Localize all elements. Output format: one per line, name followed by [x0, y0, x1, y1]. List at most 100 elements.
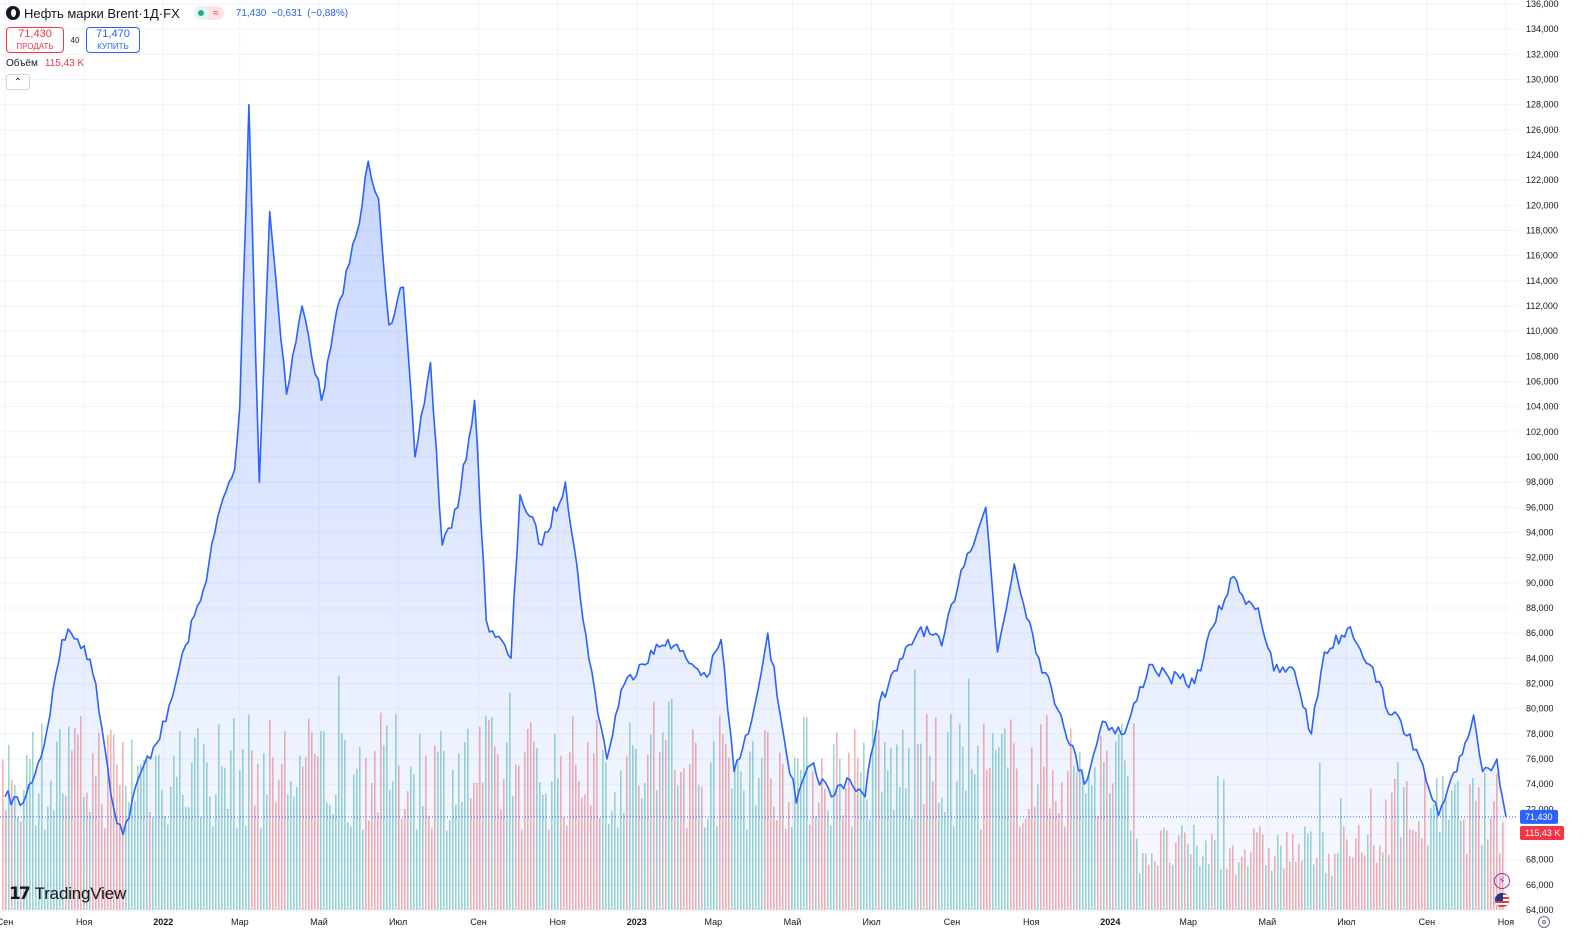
tradingview-logo[interactable]: 17 TradingView: [9, 884, 126, 904]
price-axis-tick: 84,000: [1526, 653, 1554, 663]
buy-label: КУПИТЬ: [97, 41, 129, 51]
time-axis-tick: Май: [784, 917, 802, 927]
price-axis-tick: 80,000: [1526, 704, 1554, 714]
tradingview-logo-text: TradingView: [34, 884, 127, 903]
interval-label[interactable]: 1Д: [142, 5, 159, 21]
price-axis-tick: 66,000: [1526, 880, 1554, 890]
circle-logo-icon: [6, 6, 20, 20]
last-price-value: 71,430: [235, 7, 267, 19]
price-axis-tick: 88,000: [1526, 603, 1554, 613]
price-axis-tick: 128,000: [1526, 100, 1559, 110]
price-axis-tick: 112,000: [1526, 301, 1558, 311]
volume-label: Объём: [6, 58, 38, 69]
price-axis-tick: 122,000: [1526, 175, 1559, 185]
price-axis-tick: 132,000: [1526, 49, 1559, 59]
time-axis-tick: Сен: [1419, 917, 1436, 927]
time-axis[interactable]: Сен Ноя 2022 Мар Май Июл Сен Ноя 2023 Мар Май Июл Се…: [0, 917, 1514, 927]
price-axis-tick: 78,000: [1526, 729, 1554, 739]
price-axis-tick: 92,000: [1526, 553, 1554, 563]
time-axis-tick: 2024: [1100, 917, 1120, 927]
title-separator: ·: [158, 5, 164, 21]
time-axis-tick: Сен: [0, 917, 13, 927]
change-value: −0,631: [271, 7, 303, 19]
last-volume-tag: [1520, 826, 1564, 840]
volume-bar: [2, 759, 4, 910]
collapse-legend-button[interactable]: ⌃: [6, 74, 30, 90]
price-axis-tick: 96,000: [1526, 502, 1554, 512]
volume-bar: [122, 741, 124, 910]
symbol-header[interactable]: Нефть марки Brent · 1Д · FX ≈ 71,430 −0,6…: [6, 4, 353, 22]
exchange-label: FX: [163, 5, 180, 21]
time-axis-tick: Июл: [1337, 917, 1355, 927]
buy-price: 71,470: [96, 27, 130, 40]
price-axis-tick: 68,000: [1526, 855, 1554, 865]
price-axis-tick: 124,000: [1526, 150, 1559, 160]
symbol-name[interactable]: Нефть марки Brent: [24, 5, 139, 21]
last-price-tag-label: 71,430: [1525, 812, 1553, 822]
time-axis-tick: Ноя: [1498, 917, 1515, 927]
change-percent: (−0,88%): [307, 7, 349, 19]
price-axis-tick: 114,000: [1526, 276, 1558, 286]
price-axis-tick: 82,000: [1526, 679, 1554, 689]
market-open-icon: [193, 6, 208, 20]
price-axis-tick: 98,000: [1526, 477, 1554, 487]
price-axis-tick: 118,000: [1526, 226, 1558, 236]
time-axis-tick: 2023: [627, 917, 647, 927]
time-axis-tick: Июл: [862, 917, 880, 927]
price-area-fill: [5, 104, 1506, 910]
time-axis-tick: Ноя: [76, 917, 93, 927]
chevron-up-icon: ⌃: [13, 76, 23, 88]
price-axis-tick: 110,000: [1526, 326, 1558, 336]
price-axis-tick: 72,000: [1526, 804, 1554, 814]
price-axis-tick: 108,000: [1526, 351, 1559, 361]
buy-button[interactable]: 71,470 КУПИТЬ: [86, 27, 140, 53]
price-axis-tick: 104,000: [1526, 402, 1559, 412]
price-axis-tick: 136,000: [1526, 0, 1559, 9]
price-axis-tick: 106,000: [1526, 377, 1559, 387]
sell-button[interactable]: 71,430 ПРОДАТЬ: [6, 27, 64, 53]
time-axis-tick: Сен: [944, 917, 961, 927]
price-axis[interactable]: 64,00066,00068,00070,00072,00074,00076,0…: [1526, 0, 1559, 915]
time-axis-tick: Ноя: [1023, 917, 1040, 927]
time-axis-tick: Сен: [470, 917, 487, 927]
time-axis-tick: Май: [1258, 917, 1276, 927]
time-axis-tick: Мар: [705, 917, 723, 927]
sell-price: 71,430: [18, 27, 52, 40]
us-flag-icon[interactable]: [1494, 892, 1510, 908]
time-axis-tick: 2022: [153, 917, 173, 927]
volume-legend[interactable]: Объём 115,43 K: [6, 58, 353, 69]
price-axis-tick: 74,000: [1526, 779, 1554, 789]
price-axis-tick: 100,000: [1526, 452, 1559, 462]
settings-icon[interactable]: [1538, 916, 1550, 928]
price-line: [4, 103, 1507, 836]
last-volume-tag-label: 115,43 K: [1525, 828, 1560, 838]
delayed-data-icon: ≈: [207, 6, 224, 20]
sell-label: ПРОДАТЬ: [16, 41, 54, 51]
spread-value: 40: [70, 35, 80, 45]
price-axis-tick: 94,000: [1526, 528, 1554, 538]
price-axis-tick: 102,000: [1526, 427, 1559, 437]
price-axis-tick: 64,000: [1526, 905, 1554, 915]
price-axis-tick: 86,000: [1526, 628, 1554, 638]
price-axis-tick: 134,000: [1526, 24, 1559, 34]
price-axis-tick: 120,000: [1526, 200, 1559, 210]
time-axis-tick: Июл: [389, 917, 407, 927]
time-axis-tick: Мар: [231, 917, 249, 927]
time-axis-tick: Май: [310, 917, 328, 927]
lightning-icon[interactable]: ⚡: [1494, 873, 1510, 889]
time-axis-tick: Мар: [1179, 917, 1197, 927]
price-axis-tick: 116,000: [1526, 251, 1558, 261]
trade-buttons: 71,430 ПРОДАТЬ 40 71,470 КУПИТЬ: [6, 27, 353, 53]
time-axis-tick: Ноя: [549, 917, 566, 927]
price-axis-tick: 130,000: [1526, 75, 1559, 85]
axis-tags: 71,430 115,43 K: [1520, 809, 1564, 840]
price-axis-tick: 76,000: [1526, 754, 1554, 764]
status-pill[interactable]: ≈: [193, 6, 224, 20]
tradingview-mark-icon: 17: [9, 884, 31, 904]
price-axis-tick: 126,000: [1526, 125, 1559, 135]
title-separator: ·: [138, 5, 143, 21]
price-axis-tick: 90,000: [1526, 578, 1554, 588]
last-price-tag: [1520, 809, 1558, 824]
chart-legend: Нефть марки Brent · 1Д · FX ≈ 71,430 −0,6…: [6, 4, 353, 90]
